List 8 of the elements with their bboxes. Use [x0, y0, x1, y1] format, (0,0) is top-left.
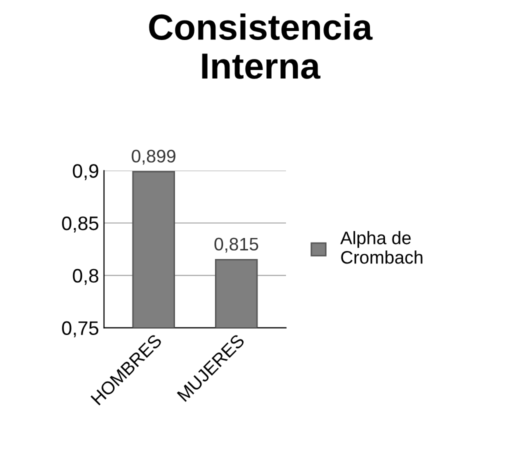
y-tick-label: 0,9 [72, 164, 98, 180]
y-tick-label: 0,8 [72, 268, 98, 285]
y-tick-label: 0,75 [62, 321, 98, 338]
data-label: 0,899 [132, 150, 176, 165]
data-label: 0,815 [214, 238, 258, 253]
legend-label: Alpha de Crombach [340, 231, 422, 264]
y-tick-label: 0,85 [62, 216, 98, 233]
chart-title: Consistencia Interna [149, 13, 373, 79]
